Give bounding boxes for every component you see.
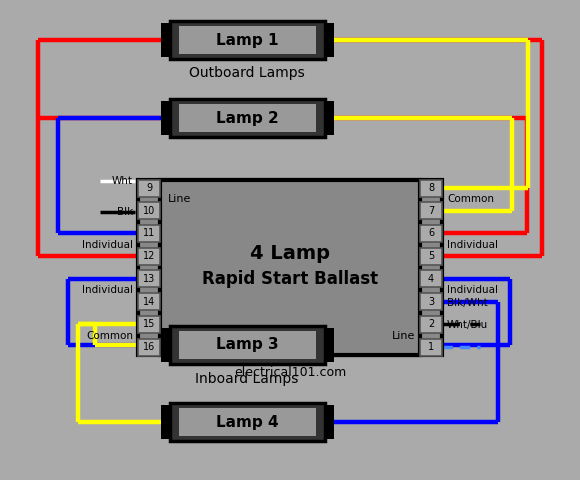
Text: 3: 3 (428, 297, 434, 307)
Bar (324, 328, 334, 362)
Bar (420, 316, 442, 333)
Text: 10: 10 (143, 206, 155, 216)
Text: 13: 13 (143, 274, 155, 284)
Text: 7: 7 (428, 206, 434, 216)
Bar (420, 202, 442, 219)
Text: Blk: Blk (117, 207, 133, 216)
Text: Wht: Wht (112, 176, 133, 186)
Bar (161, 405, 169, 439)
Text: 5: 5 (428, 251, 434, 261)
Bar (324, 101, 334, 135)
Bar (179, 104, 316, 132)
Text: 8: 8 (428, 183, 434, 193)
Bar (138, 180, 160, 196)
Bar (138, 202, 160, 219)
Text: 15: 15 (143, 319, 155, 329)
Bar (420, 338, 442, 356)
Bar (420, 180, 442, 196)
Text: 1: 1 (428, 342, 434, 352)
Bar (161, 23, 169, 57)
Bar (160, 180, 420, 355)
Text: Individual: Individual (82, 240, 133, 250)
Text: 4 Lamp: 4 Lamp (250, 244, 330, 263)
Bar (420, 248, 442, 264)
Bar (420, 270, 442, 288)
Bar (324, 405, 334, 439)
Text: 2: 2 (428, 319, 434, 329)
Bar (169, 403, 324, 441)
Bar (179, 408, 316, 436)
Text: Rapid Start Ballast: Rapid Start Ballast (202, 271, 378, 288)
Bar (169, 21, 324, 59)
Bar (138, 180, 442, 355)
Text: 11: 11 (143, 228, 155, 239)
Text: 12: 12 (143, 251, 155, 261)
Bar (420, 293, 442, 310)
Bar (324, 23, 334, 57)
Bar (138, 316, 160, 333)
Text: Individual: Individual (447, 240, 498, 250)
Bar (138, 270, 160, 288)
Text: Blk/Wht: Blk/Wht (447, 298, 488, 308)
Text: Wht/Blu: Wht/Blu (447, 320, 488, 330)
Text: Inboard Lamps: Inboard Lamps (195, 372, 299, 386)
Text: electrical101.com: electrical101.com (234, 367, 346, 380)
Bar (161, 101, 169, 135)
Text: Individual: Individual (82, 285, 133, 295)
Bar (420, 225, 442, 242)
Bar (138, 293, 160, 310)
Text: 9: 9 (146, 183, 152, 193)
Text: Line: Line (168, 194, 191, 204)
Text: Common: Common (447, 194, 494, 204)
Bar (179, 26, 316, 54)
Text: 14: 14 (143, 297, 155, 307)
Text: Line: Line (392, 331, 415, 341)
Bar (161, 328, 169, 362)
Text: Lamp 4: Lamp 4 (216, 415, 278, 430)
Bar (169, 99, 324, 137)
Bar (179, 331, 316, 359)
Text: 4: 4 (428, 274, 434, 284)
Text: Lamp 1: Lamp 1 (216, 33, 278, 48)
Text: Individual: Individual (447, 285, 498, 295)
Bar (138, 338, 160, 356)
Text: Lamp 2: Lamp 2 (216, 110, 278, 125)
Bar (138, 248, 160, 264)
Text: Common: Common (86, 331, 133, 341)
Bar (169, 326, 324, 364)
Text: Outboard Lamps: Outboard Lamps (189, 66, 305, 80)
Bar (138, 225, 160, 242)
Text: 6: 6 (428, 228, 434, 239)
Text: Lamp 3: Lamp 3 (216, 337, 278, 352)
Text: 16: 16 (143, 342, 155, 352)
